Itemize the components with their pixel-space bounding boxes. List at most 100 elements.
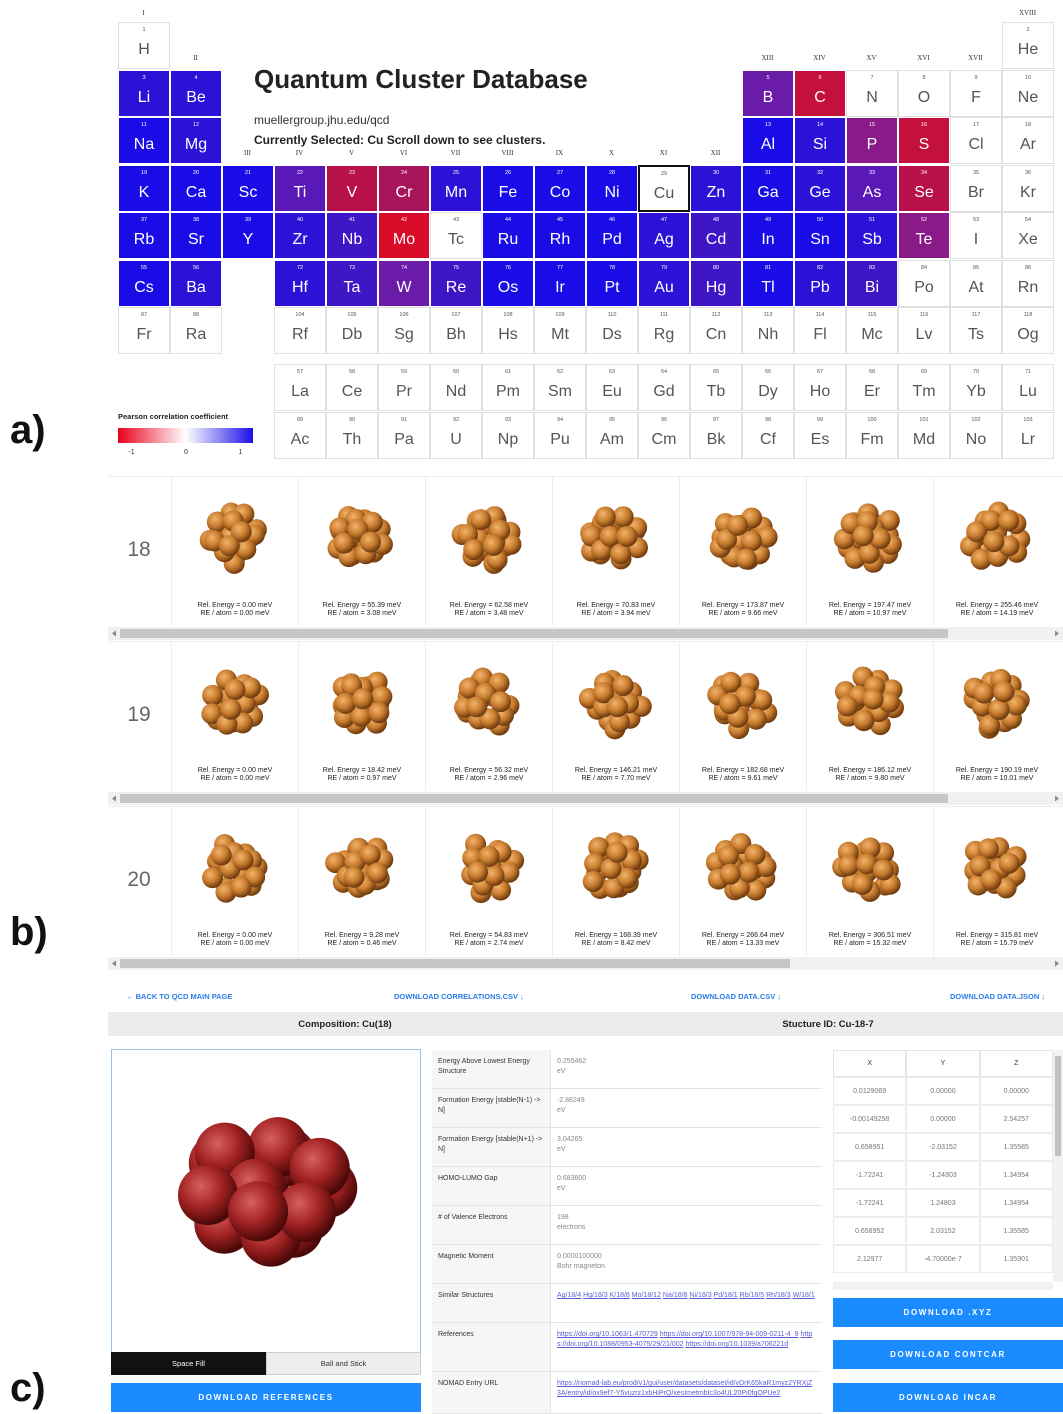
property-link[interactable]: Ag/18/4: [557, 1292, 581, 1299]
property-link[interactable]: https://nomad-lab.eu/prod/v1/gui/user/da…: [557, 1380, 812, 1397]
element-cell[interactable]: 114Fl: [794, 307, 846, 354]
cluster-card[interactable]: Rel. Energy = 9.28 meVRE / atom = 0.46 m…: [298, 806, 425, 956]
property-link[interactable]: Rb/18/5: [740, 1292, 765, 1299]
site-url[interactable]: muellergroup.jhu.edu/qcd: [254, 113, 389, 127]
download-button[interactable]: DOWNLOAD CONTCAR: [833, 1340, 1063, 1369]
property-link[interactable]: Rh/18/3: [766, 1292, 791, 1299]
nav-link[interactable]: DOWNLOAD DATA.JSON ↓: [950, 992, 1045, 1001]
download-button[interactable]: DOWNLOAD INCAR: [833, 1383, 1063, 1412]
property-link[interactable]: https://doi.org/10.1007/978-94-009-0211-…: [660, 1331, 799, 1338]
property-link[interactable]: Ni/18/3: [689, 1292, 711, 1299]
structure-viewer[interactable]: [111, 1049, 421, 1375]
scroll-track[interactable]: [833, 1282, 1053, 1290]
scroll-thumb[interactable]: [1055, 1056, 1061, 1156]
element-cell[interactable]: 105Db: [326, 307, 378, 354]
element-cell[interactable]: 77Ir: [534, 260, 586, 307]
nav-link[interactable]: DOWNLOAD DATA.CSV ↓: [691, 992, 781, 1001]
scroll-thumb[interactable]: [120, 959, 790, 968]
download-button[interactable]: DOWNLOAD REFERENCES: [111, 1383, 421, 1412]
scroll-thumb[interactable]: [120, 629, 948, 638]
element-cell[interactable]: 31Ga: [742, 165, 794, 212]
property-link[interactable]: Mo/18/12: [632, 1292, 661, 1299]
cluster-card[interactable]: Rel. Energy = 62.58 meVRE / atom = 3.48 …: [425, 476, 552, 626]
download-button[interactable]: DOWNLOAD .XYZ: [833, 1298, 1063, 1327]
property-link[interactable]: Pd/18/1: [714, 1292, 738, 1299]
nav-link[interactable]: DOWNLOAD CORRELATIONS.CSV ↓: [394, 992, 524, 1001]
property-link[interactable]: Hg/18/3: [583, 1292, 608, 1299]
element-cell[interactable]: 70Yb: [950, 364, 1002, 411]
nav-link[interactable]: ← BACK TO QCD MAIN PAGE: [126, 992, 232, 1001]
